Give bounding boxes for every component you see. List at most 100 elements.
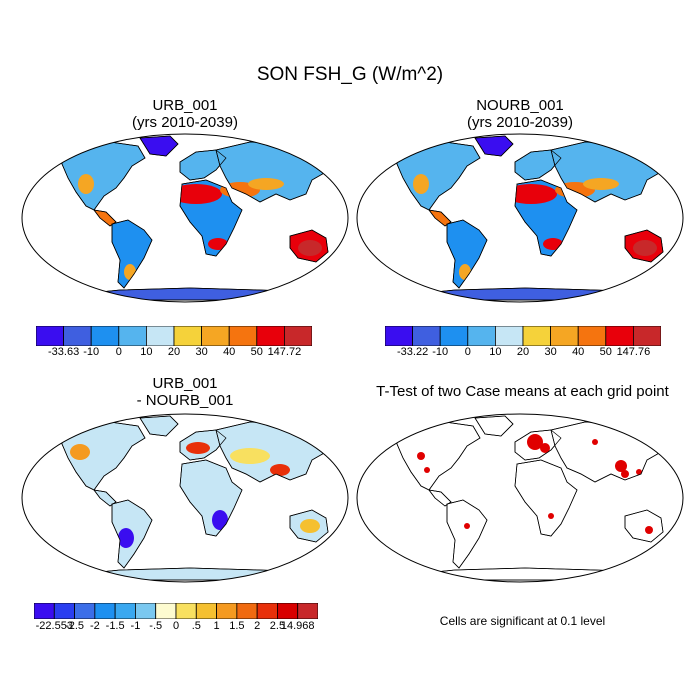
colorbar-tick-label: 20: [167, 346, 181, 358]
colorbar-tick-label: 2: [254, 620, 261, 632]
colorbar-swatch: [412, 326, 441, 346]
panel-1-colorbar-labels: -33.63 -10 0 10 20 30 40 50 147.72: [36, 346, 312, 362]
figure-title: SON FSH_G (W/m^2): [256, 64, 444, 85]
continent-north-america: [394, 421, 481, 491]
panel-3-title-line1: URB_001: [152, 375, 218, 392]
colorbar-swatch: [495, 326, 524, 346]
colorbar-swatch: [53, 603, 75, 619]
continent-asia: [550, 141, 672, 203]
continent-greenland: [474, 135, 514, 157]
colorbar-swatch: [277, 603, 299, 619]
panel-3-colorbar: [34, 603, 318, 619]
panel-2-colorbar-labels: -33.22 -10 0 10 20 30 40 50 147.76: [385, 346, 661, 362]
colorbar-tick-label: -10: [83, 346, 100, 358]
continent-asia: [550, 421, 672, 483]
continent-greenland: [139, 135, 179, 157]
colorbar-swatch: [632, 326, 661, 346]
colorbar-swatch: [173, 326, 203, 346]
panel-3-title: URB_001 - NOURB_001: [20, 375, 350, 409]
continent-north-america: [59, 141, 146, 211]
colorbar-swatch: [236, 603, 258, 619]
colorbar-swatch: [256, 326, 285, 346]
colorbar-tick-label: -22.553: [35, 620, 73, 632]
panel-1-map: [21, 133, 349, 303]
colorbar-swatch: [216, 603, 238, 619]
colorbar-swatch: [118, 326, 147, 346]
colorbar-swatch: [175, 603, 197, 619]
colorbar-tick-label: 50: [250, 346, 263, 358]
colorbar-tick-label: 147.76: [616, 346, 651, 358]
panel-1-title: URB_001 (yrs 2010-2039): [20, 97, 350, 131]
panel-3-colorbar-labels: -22.553 -2.5 -2 -1.5 -1 -.5 0 .5 1 1.5 2 2.5 14.968: [34, 620, 318, 636]
colorbar-swatch: [256, 603, 278, 619]
continent-greenland: [474, 415, 514, 437]
colorbar-tick-label: -1.5: [105, 620, 125, 632]
colorbar-tick-label: 40: [572, 346, 585, 358]
panel-1-title-line2: (yrs 2010-2039): [132, 114, 238, 131]
map-border: [21, 413, 349, 583]
panel-2-colorbar: [385, 326, 661, 346]
colorbar-swatch: [146, 326, 175, 346]
colorbar-tick-label: -33.22: [396, 346, 429, 358]
panel-2-title: NOURB_001 (yrs 2010-2039): [355, 97, 685, 131]
colorbar-tick-label: -.5: [149, 620, 163, 632]
colorbar-swatch: [201, 326, 230, 346]
colorbar-tick-label: 1.5: [229, 620, 245, 632]
colorbar-tick-label: 40: [223, 346, 236, 358]
panel-3-map: [21, 413, 349, 583]
colorbar-tick-label: 30: [544, 346, 557, 358]
colorbar-swatch: [467, 326, 496, 346]
colorbar-tick-label: -33.63: [47, 346, 80, 358]
colorbar-swatch: [385, 326, 414, 346]
colorbar-tick-label: 147.72: [267, 346, 302, 358]
colorbar-tick-label: .5: [191, 620, 201, 632]
map-border: [356, 413, 684, 583]
colorbar-swatch: [195, 603, 217, 619]
colorbar-tick-label: -2: [89, 620, 100, 632]
continent-greenland: [139, 415, 179, 437]
panel-1-colorbar: [36, 326, 312, 346]
colorbar-swatch: [74, 603, 96, 619]
panel-4-map: [356, 413, 684, 583]
colorbar-tick-label: 0: [464, 346, 471, 358]
colorbar-swatch: [283, 326, 312, 346]
panel-2-title-line1: NOURB_001: [476, 97, 564, 114]
colorbar-tick-label: 1: [213, 620, 220, 632]
panel-2-title-line2: (yrs 2010-2039): [467, 114, 573, 131]
colorbar-swatch: [114, 603, 136, 619]
panel-2-map: [356, 133, 684, 303]
colorbar-swatch: [36, 326, 65, 346]
colorbar-swatch: [439, 326, 469, 346]
colorbar-swatch: [297, 603, 318, 619]
colorbar-swatch: [135, 603, 157, 619]
colorbar-swatch: [94, 603, 116, 619]
colorbar-swatch: [34, 603, 55, 619]
panel-4-title: T-Test of two Case means at each grid po…: [376, 383, 669, 400]
colorbar-tick-label: 2.5: [269, 620, 286, 632]
colorbar-swatch: [63, 326, 92, 346]
colorbar-swatch: [90, 326, 120, 346]
panel-4-note: Cells are significant at 0.1 level: [439, 614, 606, 628]
colorbar-tick-label: 20: [516, 346, 530, 358]
colorbar-tick-label: 50: [599, 346, 612, 358]
colorbar-tick-label: 0: [172, 620, 180, 632]
colorbar-swatch: [155, 603, 177, 619]
colorbar-tick-label: 10: [140, 346, 153, 358]
colorbar-tick-label: 10: [489, 346, 502, 358]
continent-africa: [514, 459, 578, 537]
map-border: [21, 133, 349, 303]
continent-africa: [179, 459, 243, 537]
continent-asia: [215, 141, 337, 203]
colorbar-swatch: [522, 326, 552, 346]
colorbar-tick-label: -1: [130, 620, 141, 632]
colorbar-swatch: [550, 326, 579, 346]
colorbar-tick-label: 30: [195, 346, 208, 358]
colorbar-swatch: [577, 326, 607, 346]
colorbar-tick-label: 14.968: [280, 620, 315, 632]
colorbar-tick-label: 0: [115, 346, 122, 358]
panel-3-title-line2: - NOURB_001: [136, 392, 234, 409]
colorbar-swatch: [228, 326, 258, 346]
panel-1-title-line1: URB_001: [152, 97, 218, 114]
colorbar-tick-label: -2.5: [65, 620, 85, 632]
colorbar-tick-label: -10: [432, 346, 449, 358]
